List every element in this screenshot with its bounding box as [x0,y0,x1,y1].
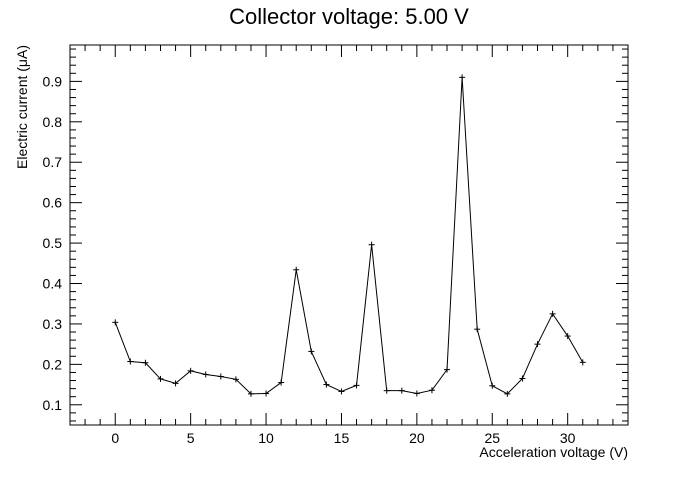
data-point [278,379,285,386]
x-tick-label: 30 [560,430,576,446]
data-point [157,375,164,382]
axis-ticks [69,45,629,425]
data-point [504,390,511,397]
y-tick-label: 0.6 [43,195,63,211]
data-point [459,74,466,81]
data-point [142,359,149,366]
x-tick-label: 0 [111,430,119,446]
chart-title: Collector voltage: 5.00 V [229,4,469,29]
data-series [112,74,586,397]
y-tick-label: 0.2 [43,356,63,372]
data-point [112,319,119,326]
y-tick-label: 0.1 [43,397,63,413]
x-tick-label: 20 [409,430,425,446]
x-tick-label: 15 [334,430,350,446]
x-tick-label: 5 [187,430,195,446]
data-point [444,366,451,373]
data-point [474,326,481,333]
data-point [127,358,134,365]
series-line [114,77,584,395]
y-tick-label: 0.4 [43,276,63,292]
data-point [383,387,390,394]
y-tick-label: 0.5 [43,235,63,251]
tick-labels: 0 5 10 15 20 25 30 0.1 0.2 0.3 0.4 0.5 0.6 0.7 0.8 0.9 [43,73,576,446]
data-point [187,367,194,374]
data-point [428,387,435,394]
data-point [413,390,420,397]
y-axis-label: Electric current (μA) [14,45,30,169]
data-point [172,380,179,387]
x-tick-label: 25 [484,430,500,446]
data-point [323,381,330,388]
y-tick-label: 0.7 [43,154,63,170]
data-point [353,382,360,389]
data-point [579,359,586,366]
x-tick-label: 10 [258,430,274,446]
data-point [564,333,571,340]
y-tick-label: 0.9 [43,73,63,89]
data-point [308,348,315,355]
data-point [247,390,254,397]
y-tick-label: 0.3 [43,316,63,332]
data-point [263,390,270,397]
y-tick-label: 0.8 [43,114,63,130]
data-point [293,266,300,273]
data-point [202,371,209,378]
data-point [489,382,496,389]
data-point [217,373,224,380]
x-axis-label: Acceleration voltage (V) [479,444,628,460]
data-point [534,341,541,348]
data-point [398,387,405,394]
data-point [338,388,345,395]
data-point [519,375,526,382]
data-point [232,376,239,383]
data-point [368,241,375,248]
data-point [549,310,556,317]
